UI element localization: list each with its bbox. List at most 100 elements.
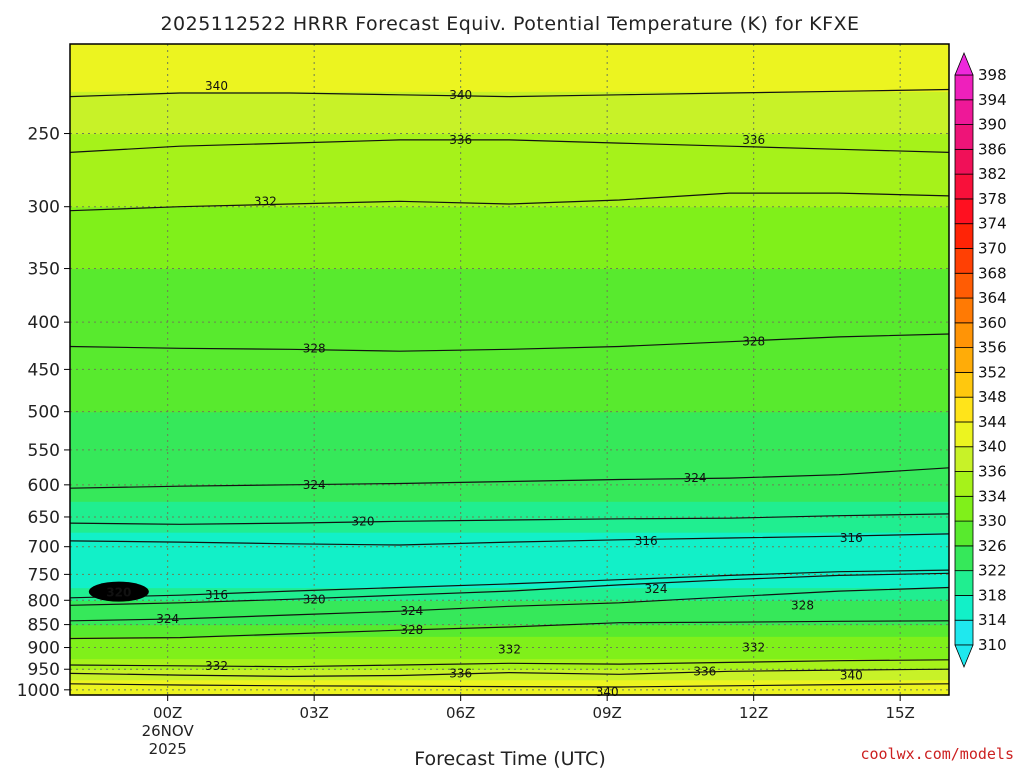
fill-band bbox=[70, 484, 949, 502]
y-axis-pressure: 250 300 350 400 450 500 550 600 650 700 750 800 850 9… bbox=[17, 125, 70, 701]
contour-label: 340 bbox=[840, 669, 863, 683]
colorbar-swatch bbox=[954, 520, 974, 547]
colorbar-label: 318 bbox=[978, 586, 1007, 604]
colorbar-swatch bbox=[954, 99, 974, 125]
colorbar-min-arrow bbox=[954, 644, 974, 669]
contour-336 bbox=[69, 668, 950, 678]
fill-band bbox=[70, 501, 949, 518]
plot-area bbox=[70, 44, 949, 696]
colorbar-max-arrow bbox=[954, 51, 974, 76]
gridlines bbox=[70, 44, 949, 695]
contour-320 bbox=[69, 572, 950, 606]
contour-label: 320 bbox=[106, 586, 131, 600]
fill-band bbox=[70, 574, 949, 589]
colorbar-label: 394 bbox=[978, 91, 1007, 109]
colorbar-label: 336 bbox=[978, 463, 1007, 481]
contour-label: 328 bbox=[400, 623, 423, 637]
credit-link[interactable]: coolwx.com/models bbox=[860, 745, 1014, 763]
colorbar-label: 330 bbox=[978, 512, 1007, 530]
contour-lines bbox=[69, 88, 950, 688]
colorbar-swatch bbox=[954, 124, 974, 150]
fill-band bbox=[70, 560, 949, 575]
contour-label: 332 bbox=[205, 659, 228, 673]
fill-band bbox=[70, 449, 949, 486]
y-tick-label: 650 bbox=[28, 508, 60, 528]
contour-340 bbox=[69, 683, 950, 688]
contour-label: 316 bbox=[635, 534, 658, 548]
colorbar-swatch bbox=[954, 446, 974, 472]
fill-band bbox=[70, 516, 949, 533]
contour-label: 320 bbox=[303, 592, 326, 606]
colorbar-swatch bbox=[954, 619, 974, 646]
contour-328 bbox=[69, 620, 950, 640]
fill-band bbox=[70, 546, 949, 562]
contour-label: 332 bbox=[254, 194, 277, 208]
colorbar-label: 314 bbox=[978, 611, 1007, 629]
colorbar-label: 364 bbox=[978, 289, 1007, 307]
contour-label: 324 bbox=[156, 612, 179, 626]
colorbar-label: 374 bbox=[978, 215, 1007, 233]
colorbar-label: 370 bbox=[978, 239, 1007, 257]
colorbar-swatch bbox=[954, 248, 974, 274]
x-tick-label: 09Z bbox=[592, 704, 621, 722]
y-tick-label: 400 bbox=[28, 313, 60, 333]
colorbar-label: 352 bbox=[978, 363, 1007, 381]
contour-label: 324 bbox=[645, 582, 668, 596]
contour-label: 336 bbox=[449, 133, 472, 147]
y-tick-label: 600 bbox=[28, 476, 60, 496]
contour-328 bbox=[69, 333, 950, 352]
y-tick-label: 950 bbox=[28, 660, 60, 680]
colorbar-swatch bbox=[954, 570, 974, 596]
x-axis-label: Forecast Time (UTC) bbox=[414, 748, 605, 768]
contour-label: 340 bbox=[205, 79, 228, 93]
colorbar-label: 390 bbox=[978, 116, 1007, 134]
y-tick-label: 450 bbox=[28, 360, 60, 380]
colorbar-swatch bbox=[954, 471, 974, 497]
colorbar-swatch bbox=[954, 322, 974, 349]
fill-band bbox=[70, 133, 949, 208]
fill-band bbox=[70, 411, 949, 451]
contour-316 bbox=[69, 533, 950, 546]
contour-label: 332 bbox=[498, 642, 521, 656]
x-tick-label: 03Z bbox=[299, 704, 328, 722]
y-tick-label: 550 bbox=[28, 441, 60, 461]
x-tick-label: 15Z bbox=[885, 704, 914, 722]
colorbar-label: 368 bbox=[978, 264, 1007, 282]
colorbar-label: 360 bbox=[978, 314, 1007, 332]
contour-320 bbox=[69, 513, 950, 525]
contour-cluster bbox=[88, 581, 149, 602]
colorbar-label: 310 bbox=[978, 636, 1007, 654]
fill-band bbox=[70, 669, 949, 681]
colorbar-swatch bbox=[954, 223, 974, 249]
fill-band bbox=[70, 658, 949, 670]
contour-340 bbox=[69, 88, 950, 98]
colorbar-swatch bbox=[954, 198, 974, 225]
colorbar-swatch bbox=[954, 396, 974, 423]
contour-label: 328 bbox=[303, 341, 326, 355]
fill-band bbox=[70, 679, 949, 696]
colorbar-swatch bbox=[954, 595, 974, 621]
colorbar-swatch bbox=[954, 495, 974, 522]
contour-label: 332 bbox=[742, 641, 765, 655]
colorbar-label: 386 bbox=[978, 140, 1007, 158]
fill-band bbox=[70, 322, 949, 371]
fill-band bbox=[70, 91, 949, 135]
colorbar-label: 344 bbox=[978, 413, 1007, 431]
y-tick-label: 300 bbox=[28, 198, 60, 218]
fill-band bbox=[70, 44, 949, 92]
contour-label: 324 bbox=[400, 604, 423, 618]
fill-band bbox=[70, 369, 949, 413]
colorbar-legend: 310 314 318 322 326 330 334 336 340 344 348 352 356 3… bbox=[954, 51, 1007, 669]
colorbar-swatch bbox=[954, 421, 974, 448]
contour-label: 316 bbox=[840, 531, 863, 545]
colorbar-swatch bbox=[954, 371, 974, 398]
colorbar-swatch bbox=[954, 74, 974, 101]
contour-label: 340 bbox=[449, 88, 472, 102]
contour-label: 328 bbox=[791, 598, 814, 612]
colorbar-label: 340 bbox=[978, 438, 1007, 456]
colorbar-label: 334 bbox=[978, 487, 1007, 505]
chart-title: 2025112522 HRRR Forecast Equiv. Potentia… bbox=[160, 13, 859, 35]
contour-label: 336 bbox=[742, 133, 765, 147]
colorbar-label: 326 bbox=[978, 537, 1007, 555]
colorbar-label: 356 bbox=[978, 339, 1007, 357]
